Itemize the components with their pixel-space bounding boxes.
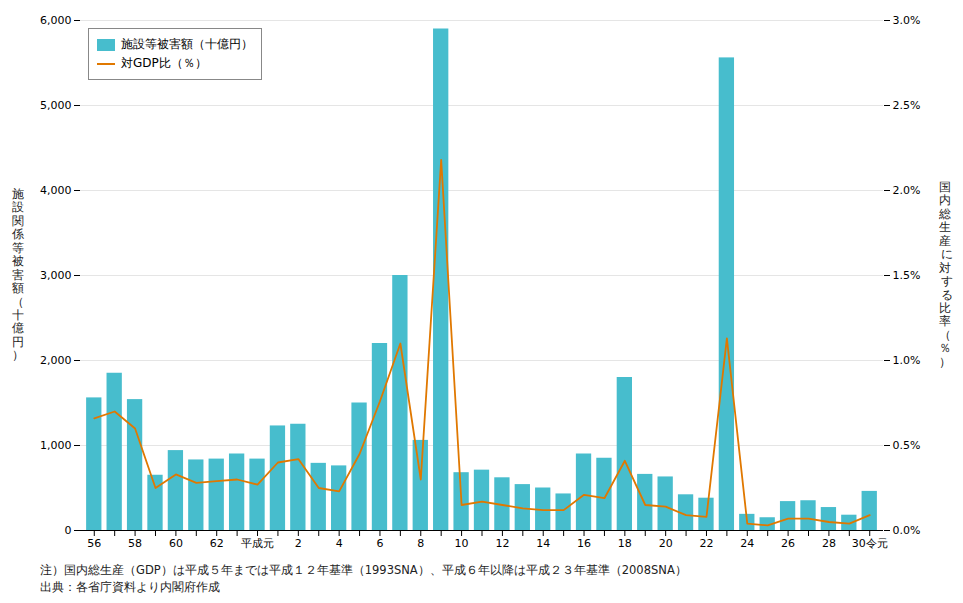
html-text:施設等被害額（十億円）: 施設等被害額（十億円） bbox=[121, 37, 253, 51]
svg-text:22: 22 bbox=[699, 537, 713, 550]
svg-text:4,000: 4,000 bbox=[40, 184, 72, 197]
svg-text:62: 62 bbox=[210, 537, 224, 550]
svg-text:0.5%: 0.5% bbox=[893, 439, 921, 452]
svg-text:18: 18 bbox=[618, 537, 632, 550]
svg-text:16: 16 bbox=[577, 537, 591, 550]
svg-text:1.0%: 1.0% bbox=[893, 354, 921, 367]
html-text:国 内 総 生 産 に 対 す る 比 率 （ ％ ）: 国 内 総 生 産 に 対 す る 比 率 （ ％ ） bbox=[937, 179, 953, 369]
svg-text:2.5%: 2.5% bbox=[893, 99, 921, 112]
svg-text:2,000: 2,000 bbox=[40, 354, 72, 367]
svg-text:3,000: 3,000 bbox=[40, 269, 72, 282]
svg-text:14: 14 bbox=[536, 537, 550, 550]
svg-text:6: 6 bbox=[376, 537, 383, 550]
html-text:施 設 関 係 等 被 害 額 （ 十 億 円 ）: 施 設 関 係 等 被 害 額 （ 十 億 円 ） bbox=[12, 186, 24, 362]
svg-text:3.0%: 3.0% bbox=[893, 14, 921, 27]
svg-text:0.0%: 0.0% bbox=[893, 524, 921, 537]
svg-text:60: 60 bbox=[169, 537, 183, 550]
svg-text:26: 26 bbox=[781, 537, 795, 550]
html-text:出典：各省庁資料より内閣府作成: 出典：各省庁資料より内閣府作成 bbox=[40, 579, 220, 594]
svg-text:56: 56 bbox=[87, 537, 101, 550]
svg-text:28: 28 bbox=[822, 537, 836, 550]
svg-text:58: 58 bbox=[128, 537, 142, 550]
svg-text:12: 12 bbox=[495, 537, 509, 550]
svg-text:2: 2 bbox=[295, 537, 302, 550]
svg-text:0: 0 bbox=[65, 524, 72, 537]
svg-text:5,000: 5,000 bbox=[40, 99, 72, 112]
svg-text:1.5%: 1.5% bbox=[893, 269, 921, 282]
svg-text:30令元: 30令元 bbox=[852, 537, 888, 550]
svg-text:24: 24 bbox=[740, 537, 754, 550]
svg-text:6,000: 6,000 bbox=[40, 14, 72, 27]
svg-text:平成元: 平成元 bbox=[241, 537, 274, 550]
svg-text:2.0%: 2.0% bbox=[893, 184, 921, 197]
svg-text:10: 10 bbox=[455, 537, 469, 550]
html-text:注）国内総生産（GDP）は平成５年までは平成１２年基準（19: 注）国内総生産（GDP）は平成５年までは平成１２年基準（1993SNA）、平成６… bbox=[40, 563, 687, 577]
html-text:対GDP比（％）: 対GDP比（％） bbox=[121, 56, 207, 70]
svg-text:8: 8 bbox=[417, 537, 424, 550]
svg-text:4: 4 bbox=[336, 537, 343, 550]
svg-text:20: 20 bbox=[659, 537, 673, 550]
svg-text:1,000: 1,000 bbox=[40, 439, 72, 452]
